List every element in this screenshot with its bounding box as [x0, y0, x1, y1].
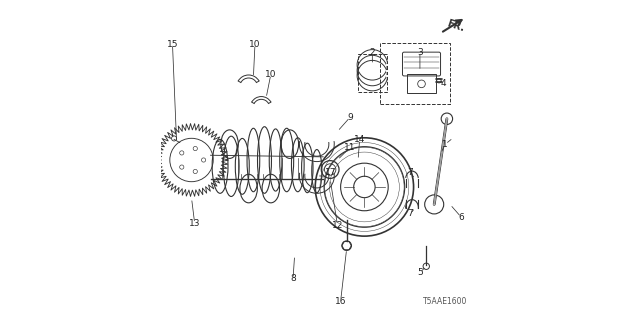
Text: 13: 13	[189, 219, 200, 228]
Text: 15: 15	[167, 40, 179, 49]
Bar	[319, 175, 324, 178]
Text: 9: 9	[348, 113, 353, 122]
Bar	[407, 74, 436, 93]
Text: 10: 10	[249, 40, 260, 49]
Text: 17: 17	[325, 168, 337, 177]
Text: 4: 4	[441, 79, 447, 88]
Text: 11: 11	[344, 143, 356, 152]
Text: 7: 7	[408, 209, 413, 219]
Text: 5: 5	[417, 268, 423, 277]
Text: 12: 12	[332, 220, 343, 229]
Text: 8: 8	[290, 275, 296, 284]
Text: 10: 10	[265, 70, 276, 79]
Text: 16: 16	[335, 297, 346, 306]
Text: FR.: FR.	[445, 19, 465, 34]
Text: 6: 6	[458, 212, 464, 222]
Text: 3: 3	[417, 48, 423, 57]
Text: 14: 14	[354, 135, 365, 144]
Text: 1: 1	[442, 140, 448, 148]
Text: 7: 7	[408, 168, 413, 177]
Text: 2: 2	[369, 48, 375, 57]
Text: T5AAE1600: T5AAE1600	[423, 297, 467, 306]
